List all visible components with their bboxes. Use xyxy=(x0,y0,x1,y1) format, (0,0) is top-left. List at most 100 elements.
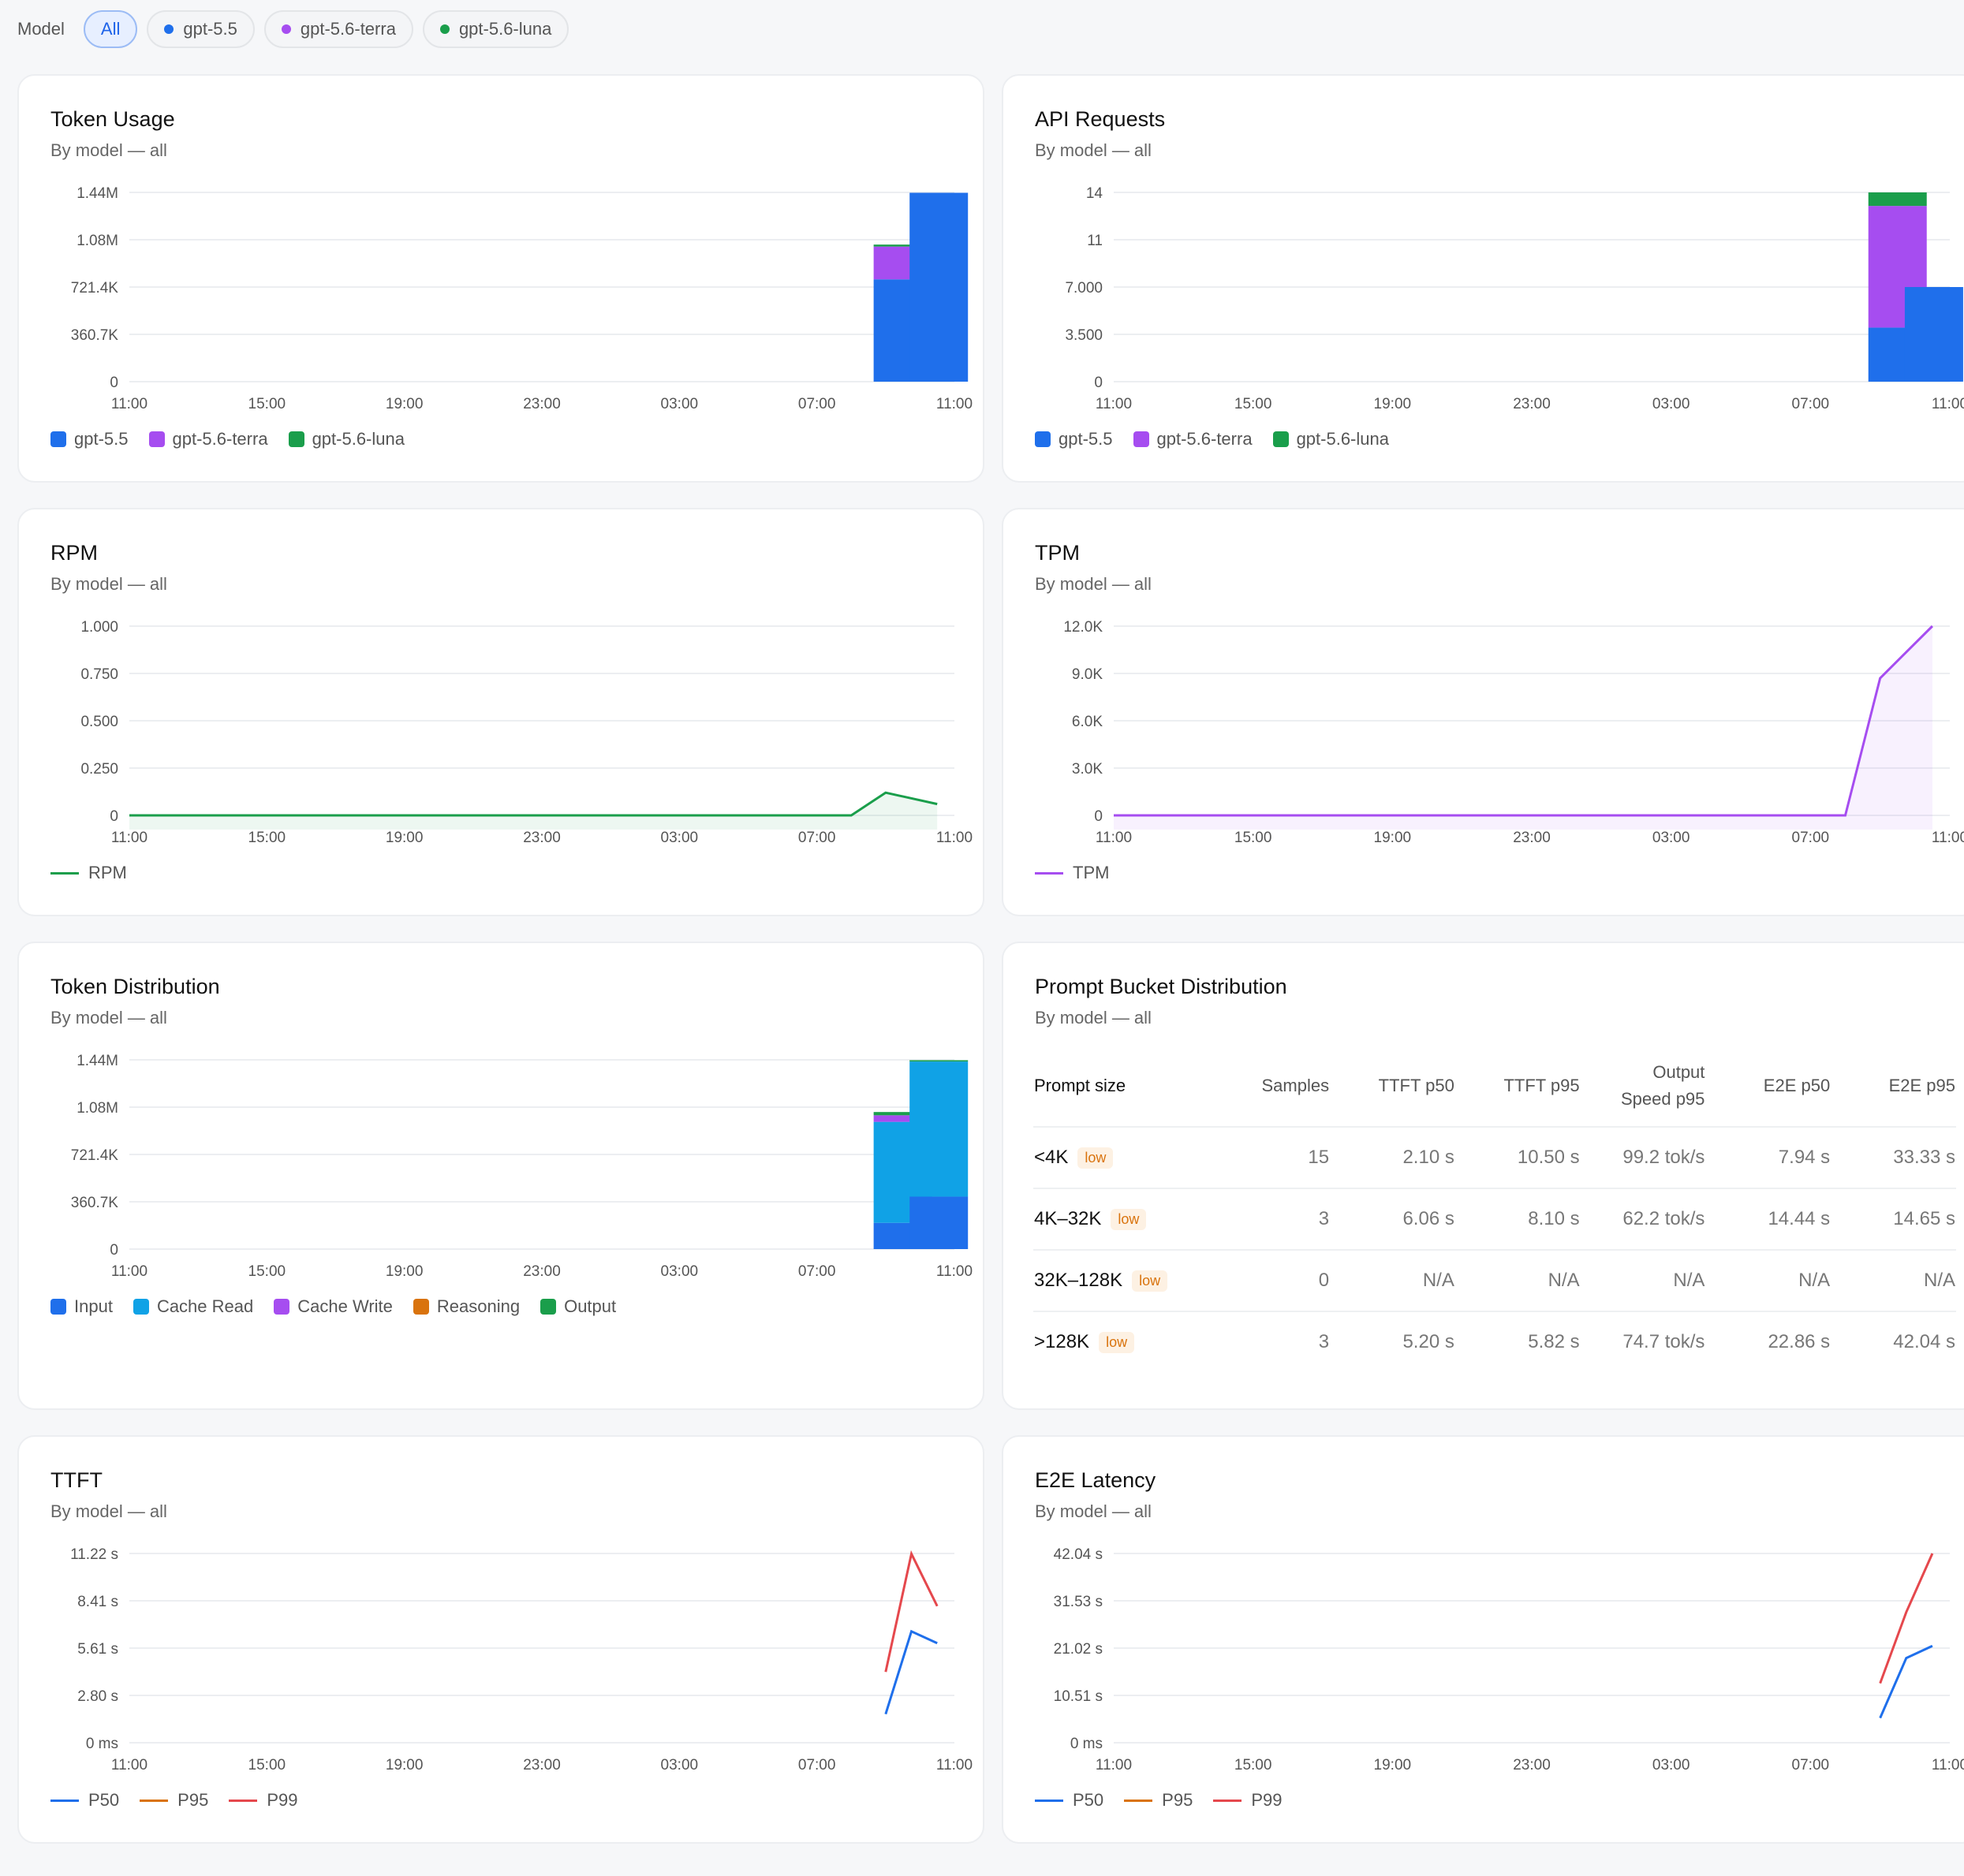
chip-gpt-5-6-luna[interactable]: gpt-5.6-luna xyxy=(422,10,569,48)
x-tick-label: 03:00 xyxy=(661,396,699,412)
legend-item-p50[interactable]: P50 xyxy=(1035,1790,1103,1811)
x-tick-label: 07:00 xyxy=(798,396,836,412)
bar-segment xyxy=(1868,192,1927,207)
chip-all[interactable]: All xyxy=(83,10,138,48)
legend-item-reasoning[interactable]: Reasoning xyxy=(413,1296,520,1317)
column-header[interactable]: Prompt size xyxy=(1033,1046,1216,1128)
x-tick-label: 03:00 xyxy=(661,1263,699,1280)
y-tick-label: 3.500 xyxy=(1065,327,1103,344)
token-usage-card: Token Usage By model — all 0 360.7K 721.4K… xyxy=(17,74,984,483)
y-tick-label: 360.7K xyxy=(71,327,119,344)
token-usage-chart: 0 360.7K 721.4K 1.08M 1.44M 11:00 15:00 19:00 23… xyxy=(71,185,973,412)
legend-item-input[interactable]: Input xyxy=(50,1296,113,1317)
series-line xyxy=(1114,625,1933,817)
bar-segment xyxy=(873,1112,932,1116)
card-subtitle: By model — all xyxy=(50,140,167,160)
legend-label: gpt-5.5 xyxy=(74,429,129,449)
legend-item-p99[interactable]: P99 xyxy=(1213,1790,1282,1811)
legend-label: gpt-5.6-luna xyxy=(312,429,405,449)
table-cell: 33.33 s xyxy=(1831,1127,1956,1189)
y-tick-label: 11 xyxy=(1087,233,1103,249)
x-tick-label: 11:00 xyxy=(936,1263,973,1280)
legend-item-p99[interactable]: P99 xyxy=(229,1790,297,1811)
legend-line xyxy=(1035,871,1063,875)
legend-item-gpt-5-6-luna[interactable]: gpt-5.6-luna xyxy=(288,429,405,449)
y-tick-label: 0 ms xyxy=(1070,1736,1103,1752)
legend-swatch xyxy=(148,431,165,447)
table-cell: 32K–128K low xyxy=(1033,1250,1216,1312)
x-tick-label: 07:00 xyxy=(1792,830,1830,846)
legend-item-gpt-5-6-terra[interactable]: gpt-5.6-terra xyxy=(148,429,268,449)
series-line xyxy=(1879,1644,1933,1719)
x-tick-label: 07:00 xyxy=(798,1263,836,1280)
chip-label: gpt-5.5 xyxy=(183,19,237,39)
y-tick-label: 11.22 s xyxy=(70,1546,118,1563)
column-header[interactable]: Samples xyxy=(1215,1046,1331,1128)
token-distribution-chart: 0 360.7K 721.4K 1.08M 1.44M 11:00 15:00 19:00 23… xyxy=(71,1053,973,1280)
legend-item-rpm[interactable]: RPM xyxy=(50,863,127,883)
table-cell: 5.20 s xyxy=(1402,1331,1454,1352)
legend-swatch xyxy=(274,1299,290,1315)
x-tick-label: 11:00 xyxy=(111,396,147,412)
y-tick-label: 5.61 s xyxy=(77,1641,118,1658)
legend-label: P99 xyxy=(1251,1790,1283,1810)
legend-item-p95[interactable]: P95 xyxy=(1124,1790,1193,1811)
prompt-bucket-table: Prompt size Samples TTFT p50 TTFT p95 Ou… xyxy=(1033,1046,1956,1372)
chart-legend: gpt-5.5 gpt-5.6-terra gpt-5.6-luna xyxy=(1035,429,1410,449)
area-fill xyxy=(129,793,938,830)
card-subtitle: By model — all xyxy=(1035,574,1152,594)
legend-label: TPM xyxy=(1073,863,1110,882)
card-title: Token Usage xyxy=(50,107,175,131)
table-cell: N/A xyxy=(1580,1250,1706,1312)
x-tick-label: 19:00 xyxy=(386,1263,424,1280)
column-header[interactable]: TTFT p50 xyxy=(1330,1046,1455,1128)
card-subtitle: By model — all xyxy=(50,1008,167,1028)
column-header[interactable]: E2E p95 xyxy=(1831,1046,1956,1128)
legend-item-output[interactable]: Output xyxy=(540,1296,616,1317)
y-tick-label: 9.0K xyxy=(1072,666,1103,683)
legend-item-gpt-5-5[interactable]: gpt-5.5 xyxy=(50,429,129,449)
legend-item-gpt-5-5[interactable]: gpt-5.5 xyxy=(1035,429,1113,449)
x-tick-label: 07:00 xyxy=(1792,1757,1830,1773)
y-tick-label: 1.44M xyxy=(77,185,118,202)
series-line xyxy=(129,791,938,817)
table-cell: 74.7 tok/s xyxy=(1622,1331,1705,1352)
x-tick-label: 15:00 xyxy=(248,1263,286,1280)
card-subtitle: By model — all xyxy=(1035,140,1152,160)
column-header[interactable]: E2E p50 xyxy=(1705,1046,1831,1128)
card-title: E2E Latency xyxy=(1035,1468,1156,1492)
legend-item-cache-write[interactable]: Cache Write xyxy=(274,1296,393,1317)
legend-item-p95[interactable]: P95 xyxy=(140,1790,208,1811)
column-header[interactable]: TTFT p95 xyxy=(1454,1046,1581,1128)
y-tick-label: 0.500 xyxy=(80,714,118,730)
card-subtitle: By model — all xyxy=(1035,1501,1152,1521)
chip-gpt-5-6-terra[interactable]: gpt-5.6-terra xyxy=(263,10,413,48)
x-tick-label: 11:00 xyxy=(936,396,973,412)
legend-label: RPM xyxy=(88,863,127,882)
table-row: >128K low 3 5.20 s 5.82 s 74.7 tok/s 22.8… xyxy=(1033,1311,1956,1372)
chip-gpt-5-5[interactable]: gpt-5.5 xyxy=(147,10,255,48)
y-tick-label: 360.7K xyxy=(71,1195,119,1211)
legend-item-gpt-5-6-terra[interactable]: gpt-5.6-terra xyxy=(1133,429,1253,449)
table-cell: 62.2 tok/s xyxy=(1580,1188,1706,1251)
table-header-row: Prompt size Samples TTFT p50 TTFT p95 Ou… xyxy=(1033,1046,1956,1128)
low-sample-badge: low xyxy=(1077,1147,1114,1169)
chip-label: gpt-5.6-luna xyxy=(458,19,552,39)
legend-item-cache-read[interactable]: Cache Read xyxy=(133,1296,253,1317)
legend-item-tpm[interactable]: TPM xyxy=(1035,863,1109,883)
card-subtitle: By model — all xyxy=(50,1501,167,1521)
chart-legend: Input Cache Read Cache Write Reasoning O… xyxy=(50,1296,637,1317)
table-cell: 22.86 s xyxy=(1768,1331,1831,1352)
bar-segment xyxy=(873,244,932,247)
card-subtitle: By model — all xyxy=(50,574,167,594)
table-cell: N/A xyxy=(1454,1250,1581,1312)
y-tick-label: 7.000 xyxy=(1065,280,1103,297)
column-header[interactable]: Output Speed p95 xyxy=(1580,1046,1706,1128)
x-tick-label: 11:00 xyxy=(1932,1757,1964,1773)
legend-item-gpt-5-6-luna[interactable]: gpt-5.6-luna xyxy=(1272,429,1389,449)
y-tick-label: 1.08M xyxy=(77,233,118,249)
y-tick-label: 14 xyxy=(1086,185,1103,202)
legend-label: P50 xyxy=(1073,1790,1104,1810)
legend-item-p50[interactable]: P50 xyxy=(50,1790,119,1811)
legend-swatch xyxy=(413,1299,429,1315)
